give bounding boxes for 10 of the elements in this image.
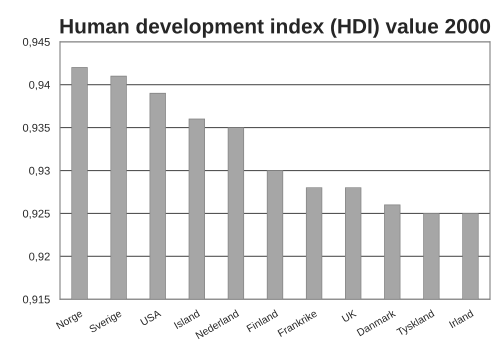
- y-tick-label: 0,94: [29, 80, 50, 90]
- x-tick-label: UK: [342, 309, 357, 322]
- y-tick-label: 0,945: [22, 38, 50, 48]
- chart-title: Human development index (HDI) value 2000: [60, 18, 490, 38]
- y-tick-label: 0,925: [22, 210, 50, 219]
- y-tick-label: 0,935: [22, 124, 50, 134]
- y-tick-label: 0,93: [29, 166, 50, 176]
- y-tick-label: 0,915: [22, 296, 50, 305]
- x-tick-label: USA: [140, 309, 162, 326]
- y-tick-label: 0,92: [29, 252, 50, 262]
